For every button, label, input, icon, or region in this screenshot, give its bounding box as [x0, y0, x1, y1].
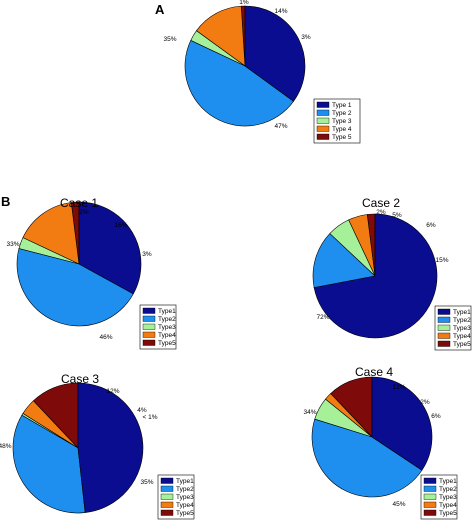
pie1-label-3: 3%: [301, 34, 311, 41]
pie5-legend-label-4: Type4: [439, 502, 457, 509]
pie2-label-4: 16%: [114, 222, 127, 229]
pie5-legend-label-5: Type5: [439, 510, 457, 517]
pie2-slice-4: [22, 202, 80, 265]
pie5-title: Case 4: [355, 365, 393, 379]
pie5-label-3: 6%: [431, 413, 441, 420]
panel-label-b: B: [1, 194, 10, 209]
pie2-label-2: 46%: [99, 334, 112, 341]
pie5-label-1: 34%: [303, 409, 316, 416]
pie5-legend-label-2: Type2: [439, 486, 457, 493]
pie2-label-1: 33%: [6, 241, 19, 248]
pie4-legend-label-1: Type1: [176, 478, 194, 485]
pie2-title: Case 1: [60, 196, 98, 210]
pie1-legend-swatch-5: [316, 133, 330, 140]
pie4-legend-swatch-4: [160, 501, 174, 508]
pie3-legend-swatch-1: [437, 308, 451, 315]
pie1-label-1: 35%: [163, 36, 176, 43]
pie1-legend-swatch-1: [316, 101, 330, 108]
pie5-legend-swatch-4: [423, 501, 437, 508]
pie1-slice-2: [184, 40, 294, 127]
pie5-legend-label-1: Type1: [439, 478, 457, 485]
pie1-legend-label-1: Type 1: [332, 102, 352, 109]
pie5-legend-swatch-5: [423, 509, 437, 516]
pie2-label-5: 2%: [79, 209, 89, 216]
pie5-slice-2: [311, 418, 423, 498]
pie4-slice-2: [12, 414, 86, 514]
pie4-legend-label-5: Type5: [176, 510, 194, 517]
pie3-label-1: 72%: [316, 314, 329, 321]
pie4-legend-swatch-1: [160, 477, 174, 484]
pie1-legend-label-3: Type 3: [332, 118, 352, 125]
pie3-legend-label-3: Type3: [453, 325, 471, 332]
pie4-legend-swatch-5: [160, 509, 174, 516]
pie4-legend-swatch-2: [160, 485, 174, 492]
pie5-legend-label-3: Type3: [439, 494, 457, 501]
pie3-slice-1: [313, 213, 438, 339]
pie4-legend-label-4: Type4: [176, 502, 194, 509]
pie4-label-3: < 1%: [143, 414, 158, 421]
pie2-slice-1: [78, 201, 142, 295]
pie4-legend-label-3: Type3: [176, 494, 194, 501]
pie2-slice-2: [16, 248, 134, 327]
pie3-label-5: 2%: [376, 209, 386, 216]
pie4-label-2: 35%: [140, 479, 153, 486]
pie2-label-3: 3%: [142, 251, 152, 258]
pie5-legend-swatch-3: [423, 493, 437, 500]
pie4-label-4: 4%: [137, 407, 147, 414]
pie3-label-2: 15%: [435, 257, 448, 264]
pie2-legend-label-1: Type1: [158, 308, 176, 315]
pie1-slice-4: [196, 5, 246, 67]
pie4-label-5: 12%: [106, 388, 119, 395]
pie2-legend-label-4: Type4: [158, 332, 176, 339]
pie4-slice-1: [77, 382, 144, 513]
pie2-legend-swatch-3: [142, 323, 156, 330]
pie1-legend-label-5: Type 5: [332, 134, 352, 141]
pie3-legend-label-4: Type4: [453, 333, 471, 340]
pie1-label-2: 47%: [274, 123, 287, 130]
pie5-legend-swatch-1: [423, 477, 437, 484]
pie1-legend-label-4: Type 4: [332, 126, 352, 133]
pie4-legend-swatch-3: [160, 493, 174, 500]
pie5-label-5: 12%: [392, 384, 405, 391]
pie2-legend-label-5: Type5: [158, 340, 176, 347]
pie3-legend-swatch-4: [437, 332, 451, 339]
pie3-legend-swatch-5: [437, 340, 451, 347]
pie1-legend-swatch-3: [316, 117, 330, 124]
pie5-legend-swatch-2: [423, 485, 437, 492]
pie2-legend-label-2: Type2: [158, 316, 176, 323]
pie2-legend-swatch-4: [142, 331, 156, 338]
pie4-legend-label-2: Type2: [176, 486, 194, 493]
pie3-legend-label-5: Type5: [453, 341, 471, 348]
pie4-label-1: 48%: [0, 443, 12, 450]
pie3-title: Case 2: [362, 196, 400, 210]
pie1-legend-swatch-4: [316, 125, 330, 132]
pie3-legend-label-2: Type2: [453, 317, 471, 324]
pie1-label-5: 1%: [239, 0, 249, 6]
pie1-slice-1: [244, 5, 306, 102]
pie3-legend-swatch-3: [437, 324, 451, 331]
pie4-title: Case 3: [61, 372, 99, 386]
pie2-legend-label-3: Type3: [158, 324, 176, 331]
pie1-legend-swatch-2: [316, 109, 330, 116]
pie3-slice-2: [312, 233, 376, 288]
pie1-label-4: 14%: [274, 8, 287, 15]
pie1-legend-label-2: Type 2: [332, 110, 352, 117]
pie3-label-3: 6%: [426, 222, 436, 229]
pie3-legend-label-1: Type1: [453, 309, 471, 316]
pie3-legend-swatch-2: [437, 316, 451, 323]
panel-label-a: A: [155, 2, 165, 17]
pie2-legend-swatch-1: [142, 307, 156, 314]
pie5-label-2: 45%: [392, 501, 405, 508]
pie2-legend-swatch-5: [142, 339, 156, 346]
pie5-label-4: 2%: [420, 399, 430, 406]
pie3-label-4: 5%: [392, 212, 402, 219]
pie2-legend-swatch-2: [142, 315, 156, 322]
pie5-slice-1: [371, 376, 433, 471]
